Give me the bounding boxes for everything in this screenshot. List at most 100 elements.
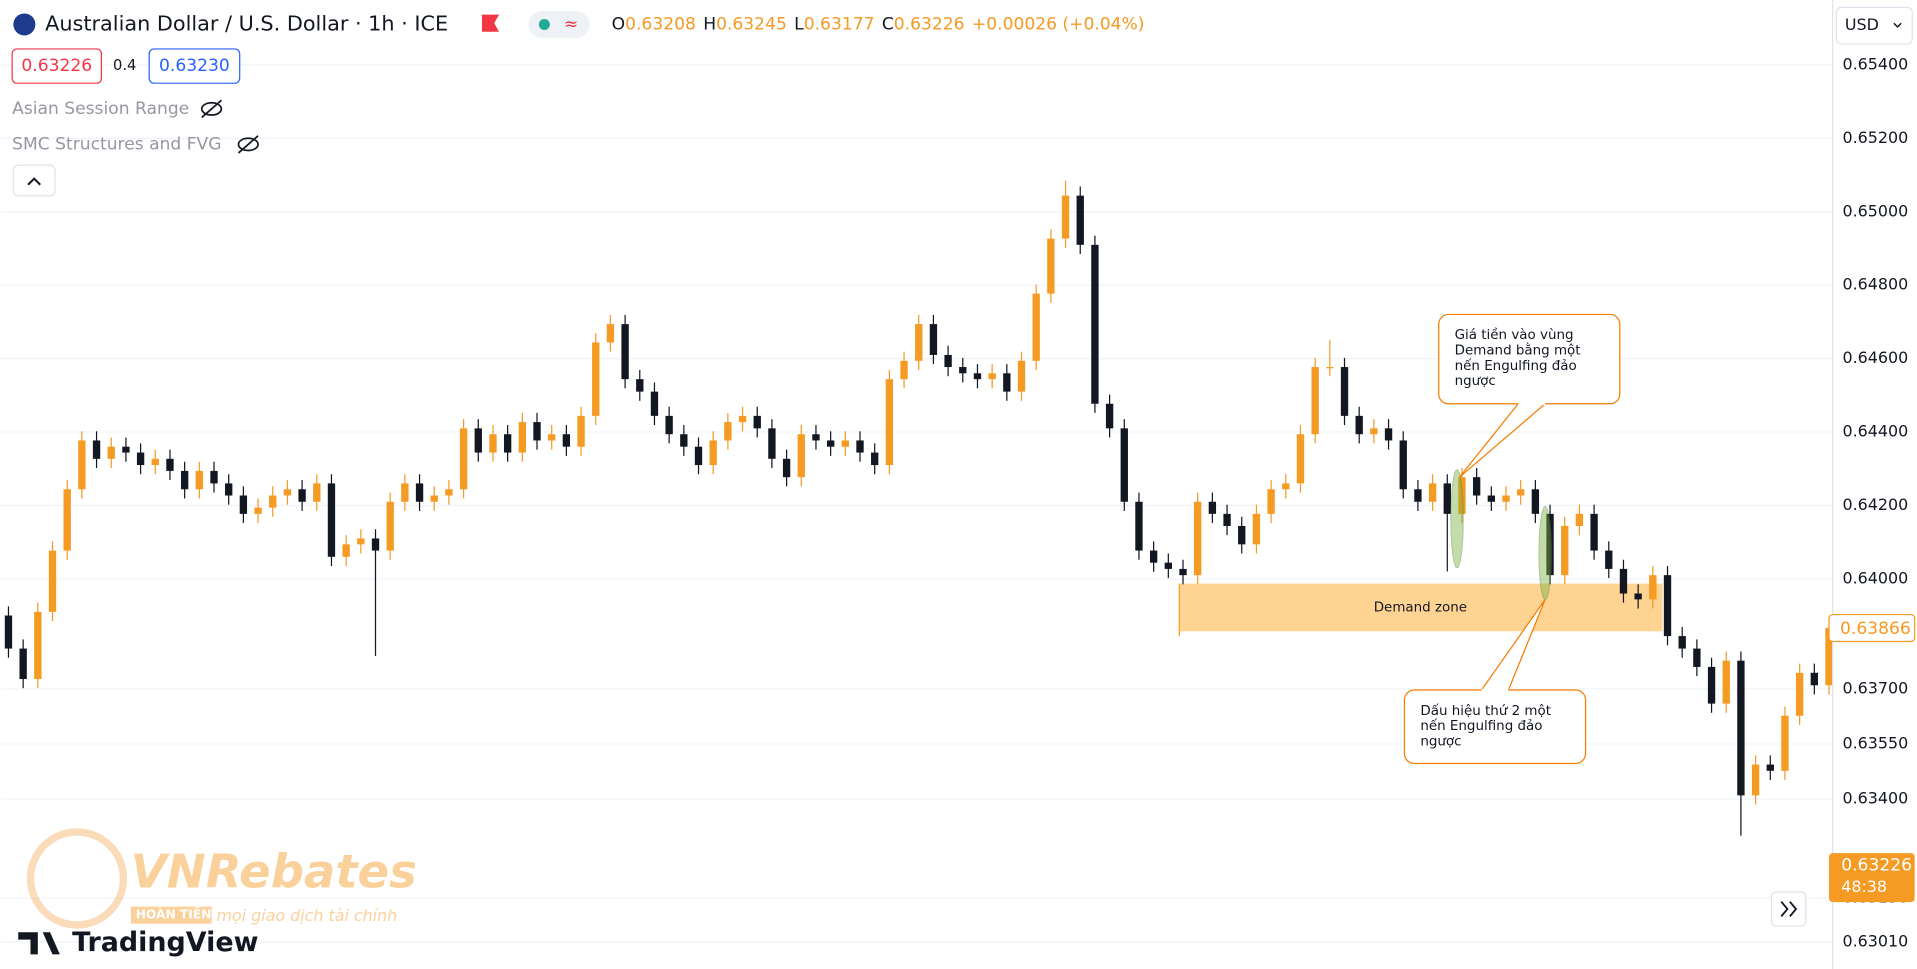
candle-body: [606, 324, 615, 343]
callout-text: Demand bằng một: [1455, 342, 1581, 359]
candle-body: [283, 489, 292, 496]
watermark-slogan: mọi giao dịch tài chính: [216, 906, 397, 925]
callout-pointer: [1459, 403, 1547, 478]
candle-body: [1149, 550, 1158, 563]
candle-body: [474, 428, 482, 453]
candle-body: [1634, 593, 1642, 600]
candle-body: [1766, 764, 1774, 771]
candle-body: [1179, 568, 1187, 576]
candle-body: [841, 440, 849, 447]
candle-body: [1135, 501, 1143, 551]
candle-body: [812, 434, 820, 441]
candle-body: [518, 422, 526, 453]
candle-body: [254, 507, 262, 514]
y-tick-label: 0.63010: [1842, 932, 1908, 951]
symbol-title: Australian Dollar / U.S. Dollar · 1h · I…: [45, 11, 448, 35]
hidden-icon[interactable]: [200, 99, 223, 119]
candle-body: [1120, 428, 1128, 502]
watermark-logo: [26, 828, 128, 929]
sell-box[interactable]: [11, 48, 103, 84]
candle-body: [1605, 550, 1613, 569]
candle-body: [327, 483, 336, 557]
candle-body: [1076, 195, 1084, 245]
collapse-button[interactable]: [12, 164, 56, 197]
candle-body: [1384, 428, 1393, 441]
indicator-name[interactable]: SMC Structures and FVG: [12, 134, 221, 154]
candle-body: [929, 324, 938, 355]
candle-body: [298, 489, 306, 502]
candle-body: [136, 452, 145, 466]
candle-body: [871, 452, 879, 466]
candle-body: [621, 324, 629, 380]
quote: 0.63226 0.4 0.63230: [11, 48, 241, 84]
ohlc-row: O0.63208 H0.63245 L0.63177 C0.63226 +0.00026…: [612, 14, 1145, 34]
candle-body: [1340, 367, 1349, 416]
candle-body: [342, 544, 350, 557]
spread: 0.4: [113, 57, 136, 74]
current-price-label: 0.63226: [1841, 855, 1912, 875]
currency-select[interactable]: [1835, 6, 1913, 45]
ask-price[interactable]: 0.63230: [159, 56, 230, 76]
buy-box[interactable]: [148, 48, 241, 84]
currency[interactable]: USD: [1845, 15, 1879, 34]
candle-body: [548, 434, 556, 441]
candle-body: [445, 489, 453, 496]
scroll-to-latest[interactable]: [1770, 891, 1807, 927]
candle-body: [1561, 525, 1569, 576]
hidden-icon[interactable]: [237, 135, 259, 154]
status-pill[interactable]: [528, 11, 590, 38]
candle-body: [1047, 238, 1055, 294]
watermark-tag-bg: [130, 906, 212, 924]
indicators: Asian Session Range SMC Structures and F…: [12, 99, 259, 197]
callout-text: Dấu hiệu thứ 2 một: [1420, 703, 1551, 719]
candle-body: [107, 446, 115, 459]
candle-body: [122, 446, 130, 453]
candle-body: [768, 428, 776, 459]
candle-body: [166, 458, 174, 471]
candles: [4, 180, 1833, 836]
ohlc-key: L: [794, 14, 804, 34]
candle-body: [753, 415, 761, 429]
y-tick-label: 0.64600: [1842, 348, 1908, 367]
candle-body: [1531, 489, 1540, 514]
ohlc-value: 0.63177: [804, 14, 875, 34]
indicator-name[interactable]: Asian Session Range: [12, 99, 189, 119]
candle-body: [459, 428, 468, 490]
candle-body: [1311, 367, 1319, 435]
candle-body: [856, 440, 864, 453]
candle-body: [1707, 666, 1716, 704]
candle-body: [1575, 513, 1584, 526]
candle-body: [1590, 513, 1598, 551]
candle-body: [489, 434, 497, 453]
candle-body: [1443, 483, 1451, 514]
callout-text: nến Engulfing đảo: [1455, 357, 1577, 374]
candle-body: [826, 440, 835, 447]
candle-body: [1003, 373, 1011, 392]
candle-body: [1267, 489, 1275, 514]
candle-body: [269, 495, 277, 508]
candle-body: [1017, 360, 1026, 392]
ohlc-key: C: [882, 14, 894, 34]
candle-body: [1223, 513, 1231, 526]
flag-icon[interactable]: [481, 14, 500, 32]
candle-body: [1458, 477, 1466, 514]
candle-body: [1810, 672, 1818, 686]
candle-body: [709, 440, 717, 466]
callout-text: ngược: [1455, 374, 1496, 389]
candle-body: [225, 483, 233, 496]
bid-price[interactable]: 0.63226: [21, 56, 92, 76]
logo-icon: [18, 932, 60, 955]
candle-body: [1722, 660, 1730, 704]
candle-body: [782, 458, 791, 478]
y-tick-label: 0.64200: [1842, 495, 1908, 514]
callout-text: ngược: [1420, 734, 1461, 749]
callout-text: nến Engulfing đảo: [1420, 717, 1542, 734]
candle-body: [1693, 648, 1701, 667]
y-tick-label: 0.63550: [1842, 734, 1908, 753]
last-price-box: [1828, 613, 1916, 643]
y-tick-label: 0.65400: [1842, 54, 1908, 73]
candle-body: [1296, 434, 1305, 484]
candle-body: [900, 360, 908, 380]
candle-body: [665, 415, 673, 435]
